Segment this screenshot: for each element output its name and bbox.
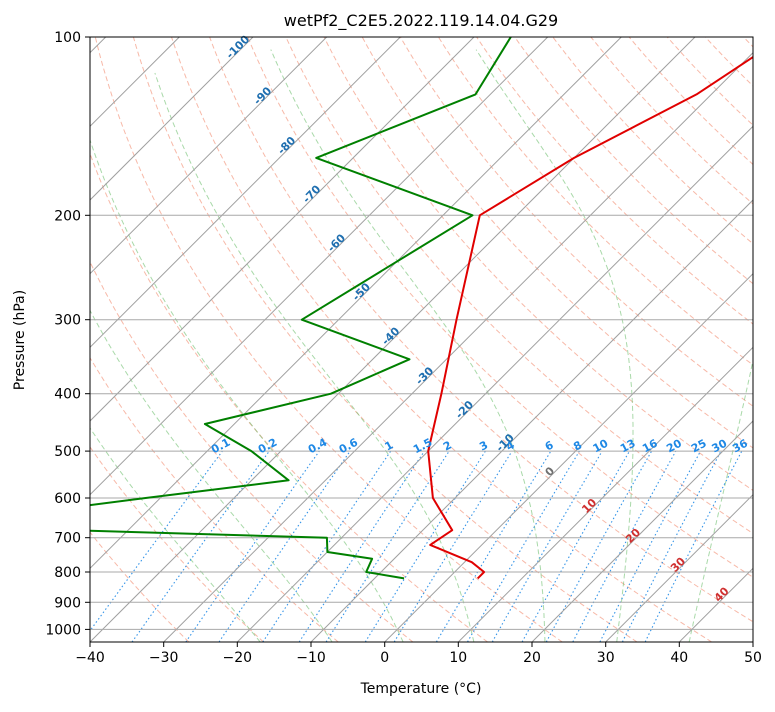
mixing-ratio-label: 36 — [730, 437, 750, 456]
dry-adiabat — [438, 37, 775, 642]
isotherm — [237, 37, 775, 642]
isotherm-label: -50 — [350, 280, 373, 303]
dry-adiabat — [744, 37, 775, 642]
isotherm-label: -40 — [379, 324, 402, 347]
x-tick-label: 30 — [597, 650, 615, 666]
y-tick-label: 900 — [54, 595, 81, 611]
x-tick-label: −30 — [149, 650, 179, 666]
y-tick-label: 700 — [54, 531, 81, 547]
dry-adiabat — [0, 37, 338, 642]
isotherm — [753, 37, 775, 642]
x-tick-label: −10 — [296, 650, 326, 666]
y-tick-label: 500 — [54, 444, 81, 460]
mixing-ratio-line — [622, 451, 721, 642]
y-tick-label: 800 — [54, 565, 81, 581]
x-tick-label: −40 — [75, 650, 105, 666]
temperature-curve — [428, 37, 775, 578]
isotherm — [164, 37, 769, 642]
isotherm — [16, 37, 621, 642]
dry-adiabat — [705, 37, 775, 642]
x-axis-label: Temperature (°C) — [360, 681, 482, 697]
chart-title: wetPf2_C2E5.2022.119.14.04.G29 — [284, 11, 558, 31]
isotherm — [0, 37, 400, 642]
axes: −40 −30 −20 −10 0 10 20 30 40 50 100 200 300 400 500 60… — [45, 30, 762, 666]
y-tick-label: 600 — [54, 491, 81, 507]
y-tick-label: 400 — [54, 387, 81, 403]
moist-adiabat — [689, 50, 775, 642]
isotherm-label: -80 — [275, 134, 298, 157]
isotherm-label: -70 — [300, 182, 323, 205]
isotherm — [679, 37, 775, 642]
isotherm-label: -60 — [325, 231, 348, 254]
isotherm — [0, 37, 474, 642]
isotherm — [532, 37, 775, 642]
dry-adiabat — [0, 37, 189, 642]
dry-adiabat — [477, 37, 775, 642]
dry-adiabat — [667, 37, 775, 642]
dry-adiabat — [591, 37, 775, 642]
x-tick-label: −20 — [223, 650, 253, 666]
mixing-ratio-label: 0.4 — [306, 436, 330, 457]
mixing-ratio-label: 25 — [689, 437, 709, 456]
y-tick-label: 300 — [54, 313, 81, 329]
dry-adiabat — [553, 37, 775, 642]
y-tick-label: 200 — [54, 208, 81, 224]
isotherm — [458, 37, 775, 642]
x-tick-label: 20 — [523, 650, 541, 666]
mixing-ratio-line — [600, 451, 701, 642]
x-tick-label: 10 — [449, 650, 467, 666]
isotherm — [0, 37, 327, 642]
isotherm-label: -30 — [413, 364, 436, 387]
mixing-ratio-line — [82, 451, 223, 642]
isotherm-label: -20 — [453, 398, 476, 421]
dry-adiabat — [362, 37, 775, 642]
dry-adiabat — [57, 37, 488, 642]
mixing-ratio-label: 30 — [710, 437, 730, 456]
y-tick-label: 1000 — [45, 622, 81, 638]
y-tick-label: 100 — [54, 30, 81, 46]
isotherm-label: -90 — [251, 84, 274, 107]
y-axis-label: Pressure (hPa) — [12, 290, 28, 390]
isotherm — [0, 37, 253, 642]
mixing-ratio-line — [436, 451, 551, 642]
mixing-ratio-line — [219, 451, 350, 642]
x-tick-label: 40 — [670, 650, 688, 666]
dry-adiabat — [0, 37, 263, 642]
mixing-ratio-line — [573, 451, 676, 642]
profile-curves — [0, 37, 775, 578]
x-tick-label: 0 — [380, 650, 389, 666]
mixing-ratio-line — [546, 451, 651, 642]
moist-adiabat — [88, 133, 404, 642]
x-tick-label: 50 — [744, 650, 762, 666]
isotherm-label: 40 — [712, 584, 732, 604]
mixing-ratio-label: 0.6 — [337, 436, 361, 457]
mixing-ratio-label: 13 — [618, 437, 638, 456]
isotherm-label: 20 — [623, 526, 643, 546]
isotherm-label: 10 — [579, 496, 599, 516]
mixing-ratio-label: 10 — [591, 437, 611, 456]
mixing-ratio-label: 16 — [640, 437, 660, 456]
